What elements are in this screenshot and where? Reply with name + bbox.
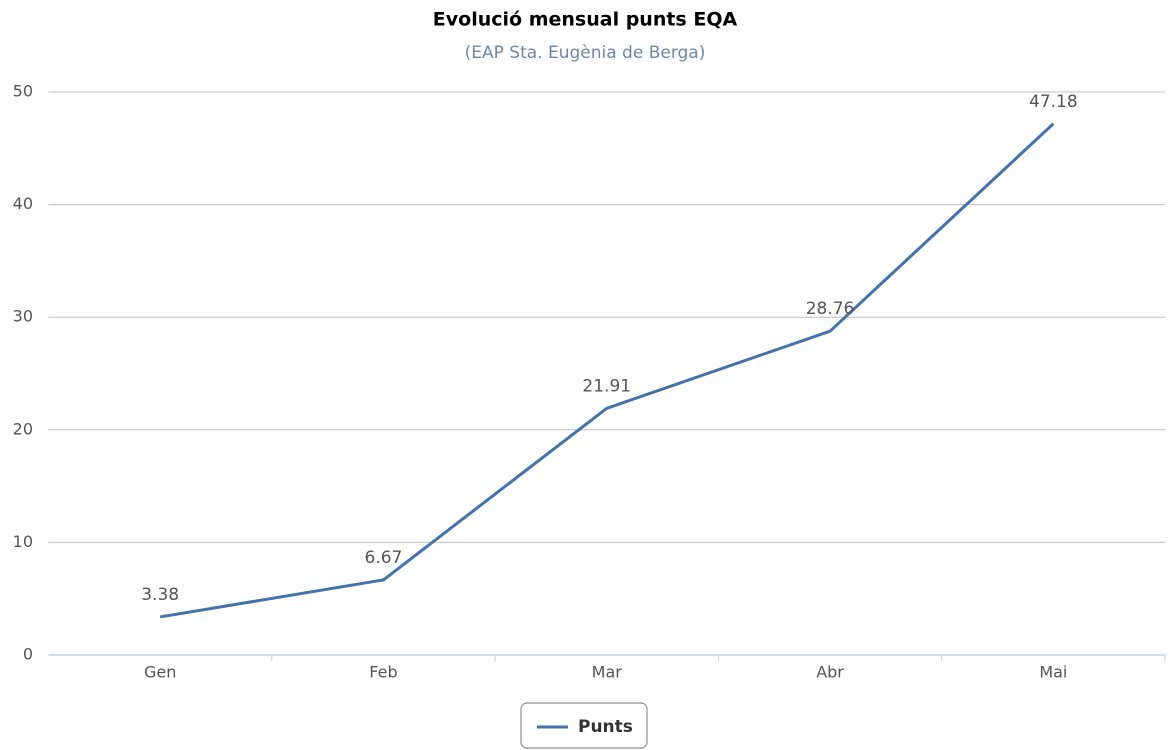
x-tick-label: Abr: [816, 663, 844, 682]
data-label: 47.18: [1029, 92, 1078, 112]
y-tick-label: 40: [13, 194, 33, 213]
data-label: 21.91: [582, 376, 631, 396]
x-tick-label: Gen: [144, 663, 176, 682]
y-tick-label: 20: [13, 419, 33, 438]
y-tick-label: 30: [13, 307, 33, 326]
line: [159, 122, 1055, 619]
x-tick-label: Feb: [369, 663, 397, 682]
chart-subtitle: (EAP Sta. Eugènia de Berga): [465, 43, 706, 63]
y-tick-label: 10: [13, 532, 33, 551]
legend-box: [520, 702, 648, 749]
x-tick-label: Mai: [1039, 663, 1067, 682]
chart-title: Evolució mensual punts EQA: [433, 9, 738, 31]
y-tick-label: 0: [23, 645, 33, 664]
data-label: 28.76: [806, 299, 855, 319]
y-tick-label: 50: [13, 82, 33, 101]
x-tick-label: Mar: [592, 663, 623, 682]
data-label: 3.38: [141, 585, 179, 605]
legend-label: Punts: [578, 717, 633, 737]
data-label: 6.67: [365, 548, 403, 568]
